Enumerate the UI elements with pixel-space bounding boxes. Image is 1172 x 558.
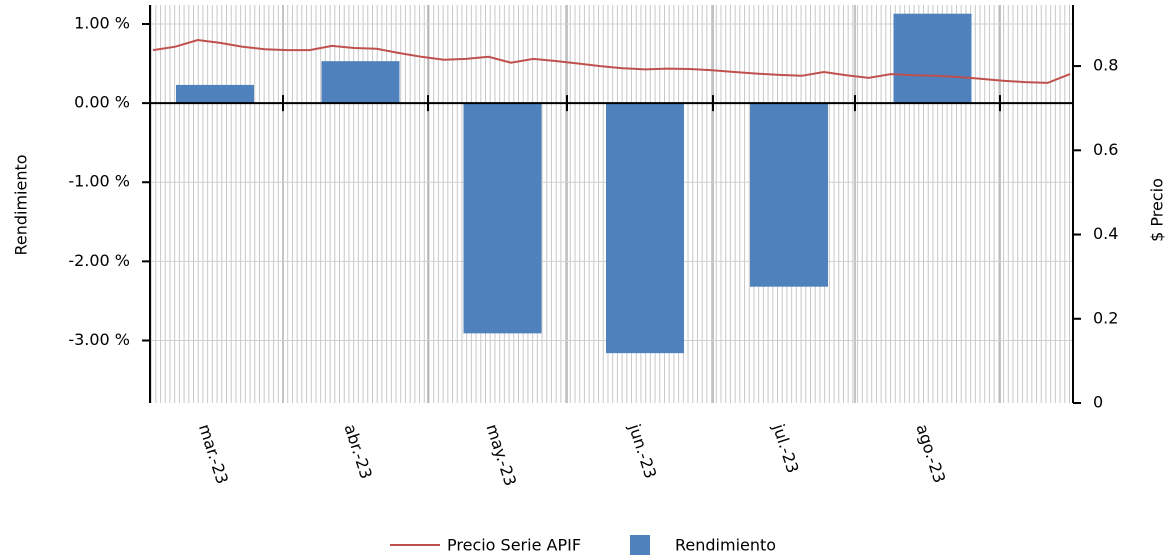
x-tick-label: abr.-23 — [340, 422, 375, 481]
x-tick-label: mar.-23 — [195, 422, 232, 487]
x-tick-label: may.-23 — [482, 422, 520, 489]
bar — [893, 13, 972, 104]
x-tick-label: jul.-23 — [769, 421, 803, 476]
y-tick-label: -2.00 % — [68, 251, 130, 270]
y-axis-label: Rendimiento — [12, 154, 31, 255]
bar — [321, 61, 400, 104]
legend-swatch — [630, 535, 650, 555]
bar — [463, 103, 542, 334]
x-tick-label: ago.-23 — [912, 422, 949, 486]
y-tick-label: -1.00 % — [68, 172, 130, 191]
price-line — [152, 38, 1071, 84]
y2-tick-label: 0.4 — [1093, 224, 1118, 243]
x-tick-label: jun.-23 — [625, 421, 661, 481]
y-tick-label: -3.00 % — [68, 330, 130, 349]
y2-tick-label: 0.6 — [1093, 140, 1118, 159]
legend-label: Rendimiento — [675, 536, 776, 555]
bar — [606, 103, 684, 354]
y2-axis-label: $ Precio — [1148, 178, 1167, 242]
y-tick-label: 1.00 % — [74, 13, 130, 32]
bar — [750, 103, 828, 287]
legend-label: Precio Serie APIF — [447, 536, 581, 555]
y2-tick-label: 0.8 — [1093, 56, 1118, 75]
y2-tick-label: 0 — [1093, 393, 1103, 412]
y2-tick-label: 0.2 — [1093, 308, 1118, 327]
bar — [176, 84, 254, 104]
y-tick-label: 0.00 % — [74, 93, 130, 112]
